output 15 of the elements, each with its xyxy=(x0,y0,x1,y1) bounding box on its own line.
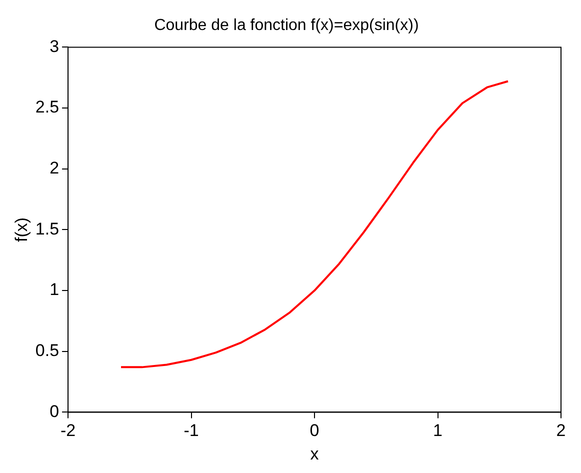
x-tick-label: 1 xyxy=(433,421,442,440)
x-axis-title: x xyxy=(310,444,320,464)
y-tick-label: 1.5 xyxy=(35,219,60,238)
y-tick-label: 0.5 xyxy=(35,341,60,360)
y-tick-label: 3 xyxy=(50,36,60,56)
x-tick-label: 2 xyxy=(556,421,566,440)
chart-title: Courbe de la fonction f(x)=exp(sin(x)) xyxy=(154,17,419,34)
y-tick-label: 0 xyxy=(50,402,60,421)
x-tick-label: 0 xyxy=(310,421,320,440)
y-axis-title: f(x) xyxy=(12,217,31,242)
y-tick-label: 2 xyxy=(50,158,60,178)
y-tick-label: 2.5 xyxy=(35,98,60,117)
y-tick-label: 1 xyxy=(50,280,60,300)
x-tick-label: -2 xyxy=(60,421,76,440)
x-tick-label: -1 xyxy=(184,421,199,440)
